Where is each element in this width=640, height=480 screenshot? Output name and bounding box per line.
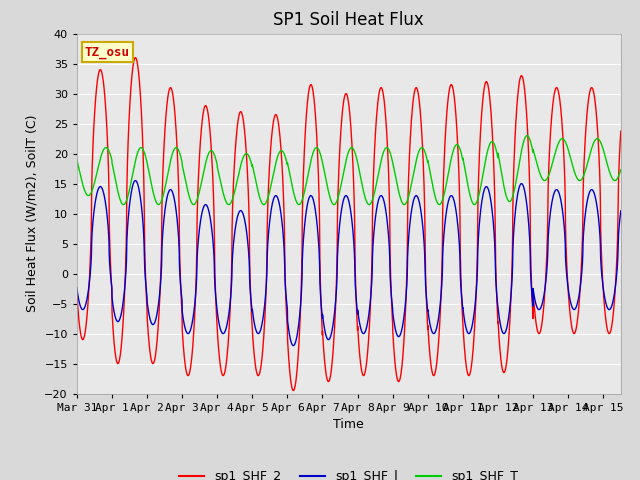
sp1_SHF_l (172, 205, 180, 211)
sp1_SHF_2 (172, 121, 180, 127)
sp1_SHF_2 (520, 84, 528, 90)
Title: SP1 Soil Heat Flux: SP1 Soil Heat Flux (273, 11, 424, 29)
sp1_SHF_l (617, 208, 625, 214)
sp1_SHF_l (520, 186, 528, 192)
sp1_SHF_2 (132, 55, 140, 60)
sp1_SHF_T (427, 172, 435, 178)
sp1_SHF_l (132, 178, 140, 183)
sp1_SHF_T (524, 133, 531, 139)
sp1_SHF_T (520, 137, 528, 143)
Legend: sp1_SHF_2, sp1_SHF_l, sp1_SHF_T: sp1_SHF_2, sp1_SHF_l, sp1_SHF_T (174, 465, 524, 480)
sp1_SHF_T (479, 172, 486, 178)
Y-axis label: Soil Heat Flux (W/m2), SoilT (C): Soil Heat Flux (W/m2), SoilT (C) (26, 115, 38, 312)
sp1_SHF_2 (427, 360, 435, 366)
X-axis label: Time: Time (333, 418, 364, 431)
sp1_SHF_T (617, 167, 625, 173)
sp1_SHF_T (281, 153, 289, 158)
Line: sp1_SHF_l: sp1_SHF_l (77, 180, 621, 346)
sp1_SHF_T (172, 145, 179, 151)
sp1_SHF_2 (479, 96, 487, 101)
Text: TZ_osu: TZ_osu (85, 46, 130, 59)
sp1_SHF_2 (281, 259, 289, 265)
sp1_SHF_l (281, 271, 289, 276)
sp1_SHF_l (399, 319, 407, 324)
sp1_SHF_l (289, 343, 297, 348)
sp1_SHF_T (399, 201, 407, 207)
sp1_SHF_l (479, 192, 487, 198)
sp1_SHF_T (260, 202, 268, 207)
sp1_SHF_2 (617, 128, 625, 134)
sp1_SHF_2 (289, 388, 297, 394)
sp1_SHF_2 (399, 348, 407, 354)
Line: sp1_SHF_2: sp1_SHF_2 (77, 58, 621, 391)
sp1_SHF_l (427, 325, 435, 331)
sp1_SHF_T (73, 157, 81, 163)
sp1_SHF_2 (73, 289, 81, 295)
Line: sp1_SHF_T: sp1_SHF_T (77, 136, 621, 204)
sp1_SHF_l (73, 285, 81, 291)
